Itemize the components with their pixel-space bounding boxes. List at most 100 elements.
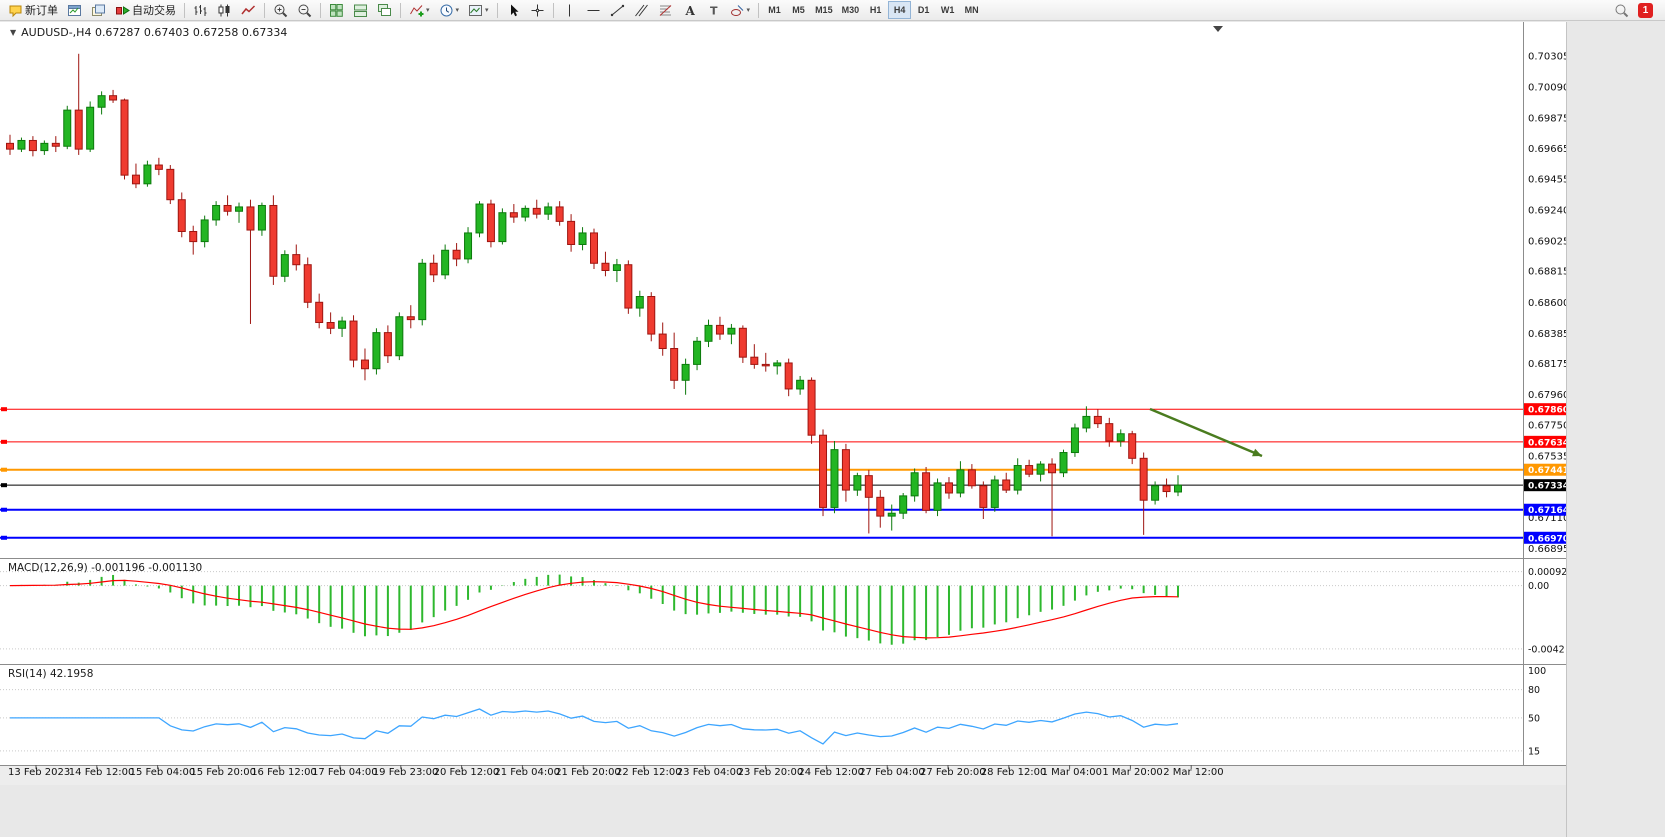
horizontal-line-object[interactable] — [0, 439, 1523, 444]
vertical-line-button[interactable] — [558, 1, 581, 19]
tile-windows-button[interactable] — [325, 1, 348, 19]
hline-handle[interactable] — [1, 483, 7, 488]
price-tag: 0.66970 — [1524, 531, 1566, 544]
candle-body — [395, 316, 404, 357]
time-axis-label: 24 Feb 12:00 — [798, 767, 864, 778]
chart-window-button[interactable] — [63, 1, 86, 19]
shapes-button[interactable]: ▾ — [726, 1, 755, 19]
horizontal-line-object[interactable] — [0, 507, 1523, 512]
fibonacci-button[interactable] — [654, 1, 677, 19]
zoom-in-button[interactable] — [269, 1, 292, 19]
price-axis-label: 0.69875 — [1528, 114, 1566, 125]
candle-body — [819, 434, 828, 508]
timeframe-d1[interactable]: D1 — [912, 1, 935, 19]
zoom-out-button[interactable] — [293, 1, 316, 19]
candle-body — [475, 203, 484, 234]
timeframe-h4[interactable]: H4 — [888, 1, 912, 19]
template-icon — [468, 3, 483, 18]
candle-body — [418, 262, 427, 321]
current-price-line[interactable] — [0, 483, 1523, 488]
candle-body — [738, 327, 747, 358]
price-axis-label: 0.66895 — [1528, 544, 1566, 555]
candle-body — [727, 327, 736, 335]
horizontal-line-button[interactable] — [582, 1, 605, 19]
macd-axis-label: 0.000925 — [1528, 567, 1566, 578]
hline-handle[interactable] — [1, 439, 7, 444]
bar-chart-button[interactable] — [189, 1, 212, 19]
candle-body — [1025, 465, 1034, 475]
hline-handle[interactable] — [1, 535, 7, 540]
timeframe-m15[interactable]: M15 — [811, 1, 837, 19]
candle-body — [1082, 415, 1091, 429]
auto-trading-button[interactable]: 自动交易 — [111, 1, 180, 19]
macd-signal-line — [9, 579, 1179, 639]
line-chart-button[interactable] — [237, 1, 260, 19]
timeframe-w1[interactable]: W1 — [936, 1, 959, 19]
time-axis-label: 1 Mar 20:00 — [1102, 767, 1163, 778]
cascade-windows-button[interactable] — [373, 1, 396, 19]
candle-body — [6, 142, 14, 150]
panel-splitter[interactable] — [0, 663, 1566, 667]
profiles-button[interactable] — [87, 1, 110, 19]
notification-badge[interactable]: 1 — [1638, 2, 1653, 18]
crosshair-button[interactable] — [526, 1, 549, 19]
toolbar-separator — [552, 2, 554, 18]
timeframe-m1[interactable]: M1 — [763, 1, 786, 19]
chart-shift-marker[interactable] — [1213, 26, 1223, 32]
trend-arrow-annotation[interactable] — [1149, 407, 1263, 458]
trendline-icon — [610, 3, 625, 18]
price-axis-label: 0.69455 — [1528, 174, 1566, 185]
dropdown-caret: ▾ — [455, 6, 460, 14]
time-axis-label: 21 Feb 20:00 — [555, 767, 621, 778]
text-button[interactable]: A — [678, 1, 701, 19]
timeframe-mn[interactable]: MN — [960, 1, 983, 19]
equidistant-channel-button[interactable] — [630, 1, 653, 19]
timeframe-m5[interactable]: M5 — [787, 1, 810, 19]
toolbar-separator — [400, 2, 401, 18]
horizontal-line-object[interactable] — [0, 407, 1523, 412]
arrange-windows-button[interactable] — [349, 1, 372, 19]
candle-body — [63, 109, 72, 147]
timeframe-h1[interactable]: H1 — [864, 1, 887, 19]
candle-body — [235, 206, 244, 212]
horizontal-line-object[interactable] — [0, 535, 1523, 540]
horizontal-line-object[interactable] — [0, 467, 1523, 472]
new-order-button[interactable]: 新订单 — [4, 1, 62, 19]
periods-button[interactable]: ▾ — [435, 1, 464, 19]
hline-handle[interactable] — [1, 407, 7, 412]
candle-body — [1174, 484, 1182, 493]
candle-body — [635, 296, 644, 309]
candle-body — [441, 249, 450, 276]
candlestick-chart-button[interactable] — [213, 1, 236, 19]
candles — [6, 53, 1182, 537]
time-axis-label: 27 Feb 20:00 — [920, 767, 986, 778]
svg-text:0.67634: 0.67634 — [1528, 438, 1566, 448]
candle-body — [841, 449, 850, 491]
search-button[interactable] — [1610, 1, 1633, 19]
candle-body — [521, 207, 530, 218]
candle-body — [429, 262, 438, 276]
candle-body — [1036, 463, 1045, 475]
toolbar-separator — [264, 2, 265, 18]
text-label-button[interactable]: T — [702, 1, 725, 19]
indicators-button[interactable]: ▾ — [405, 1, 434, 19]
timeframe-m30[interactable]: M30 — [838, 1, 864, 19]
shapes-icon — [730, 3, 745, 18]
one-click-trading-arrow[interactable]: ▼ — [10, 28, 17, 37]
macd-axis-label: 0.00 — [1528, 581, 1549, 592]
price-chart[interactable]: 0.70305 0.70090 0.69875 0.69665 0.69455 0.692… — [0, 22, 1566, 785]
templates-button[interactable]: ▾ — [464, 1, 493, 19]
candle-body — [555, 206, 564, 222]
hline-handle[interactable] — [1, 507, 7, 512]
cursor-button[interactable] — [502, 1, 525, 19]
panel-splitter[interactable] — [0, 557, 1566, 561]
time-axis-label: 23 Feb 04:00 — [676, 767, 743, 778]
time-axis-label: 14 Feb 12:00 — [68, 767, 135, 778]
time-axis-label: 15 Feb 04:00 — [129, 767, 196, 778]
trendline-button[interactable] — [606, 1, 629, 19]
candle-body — [315, 301, 324, 324]
rsi-axis-label: 15 — [1528, 746, 1540, 757]
chart-background — [0, 22, 1566, 765]
candle-body — [796, 379, 805, 390]
hline-handle[interactable] — [1, 467, 7, 472]
